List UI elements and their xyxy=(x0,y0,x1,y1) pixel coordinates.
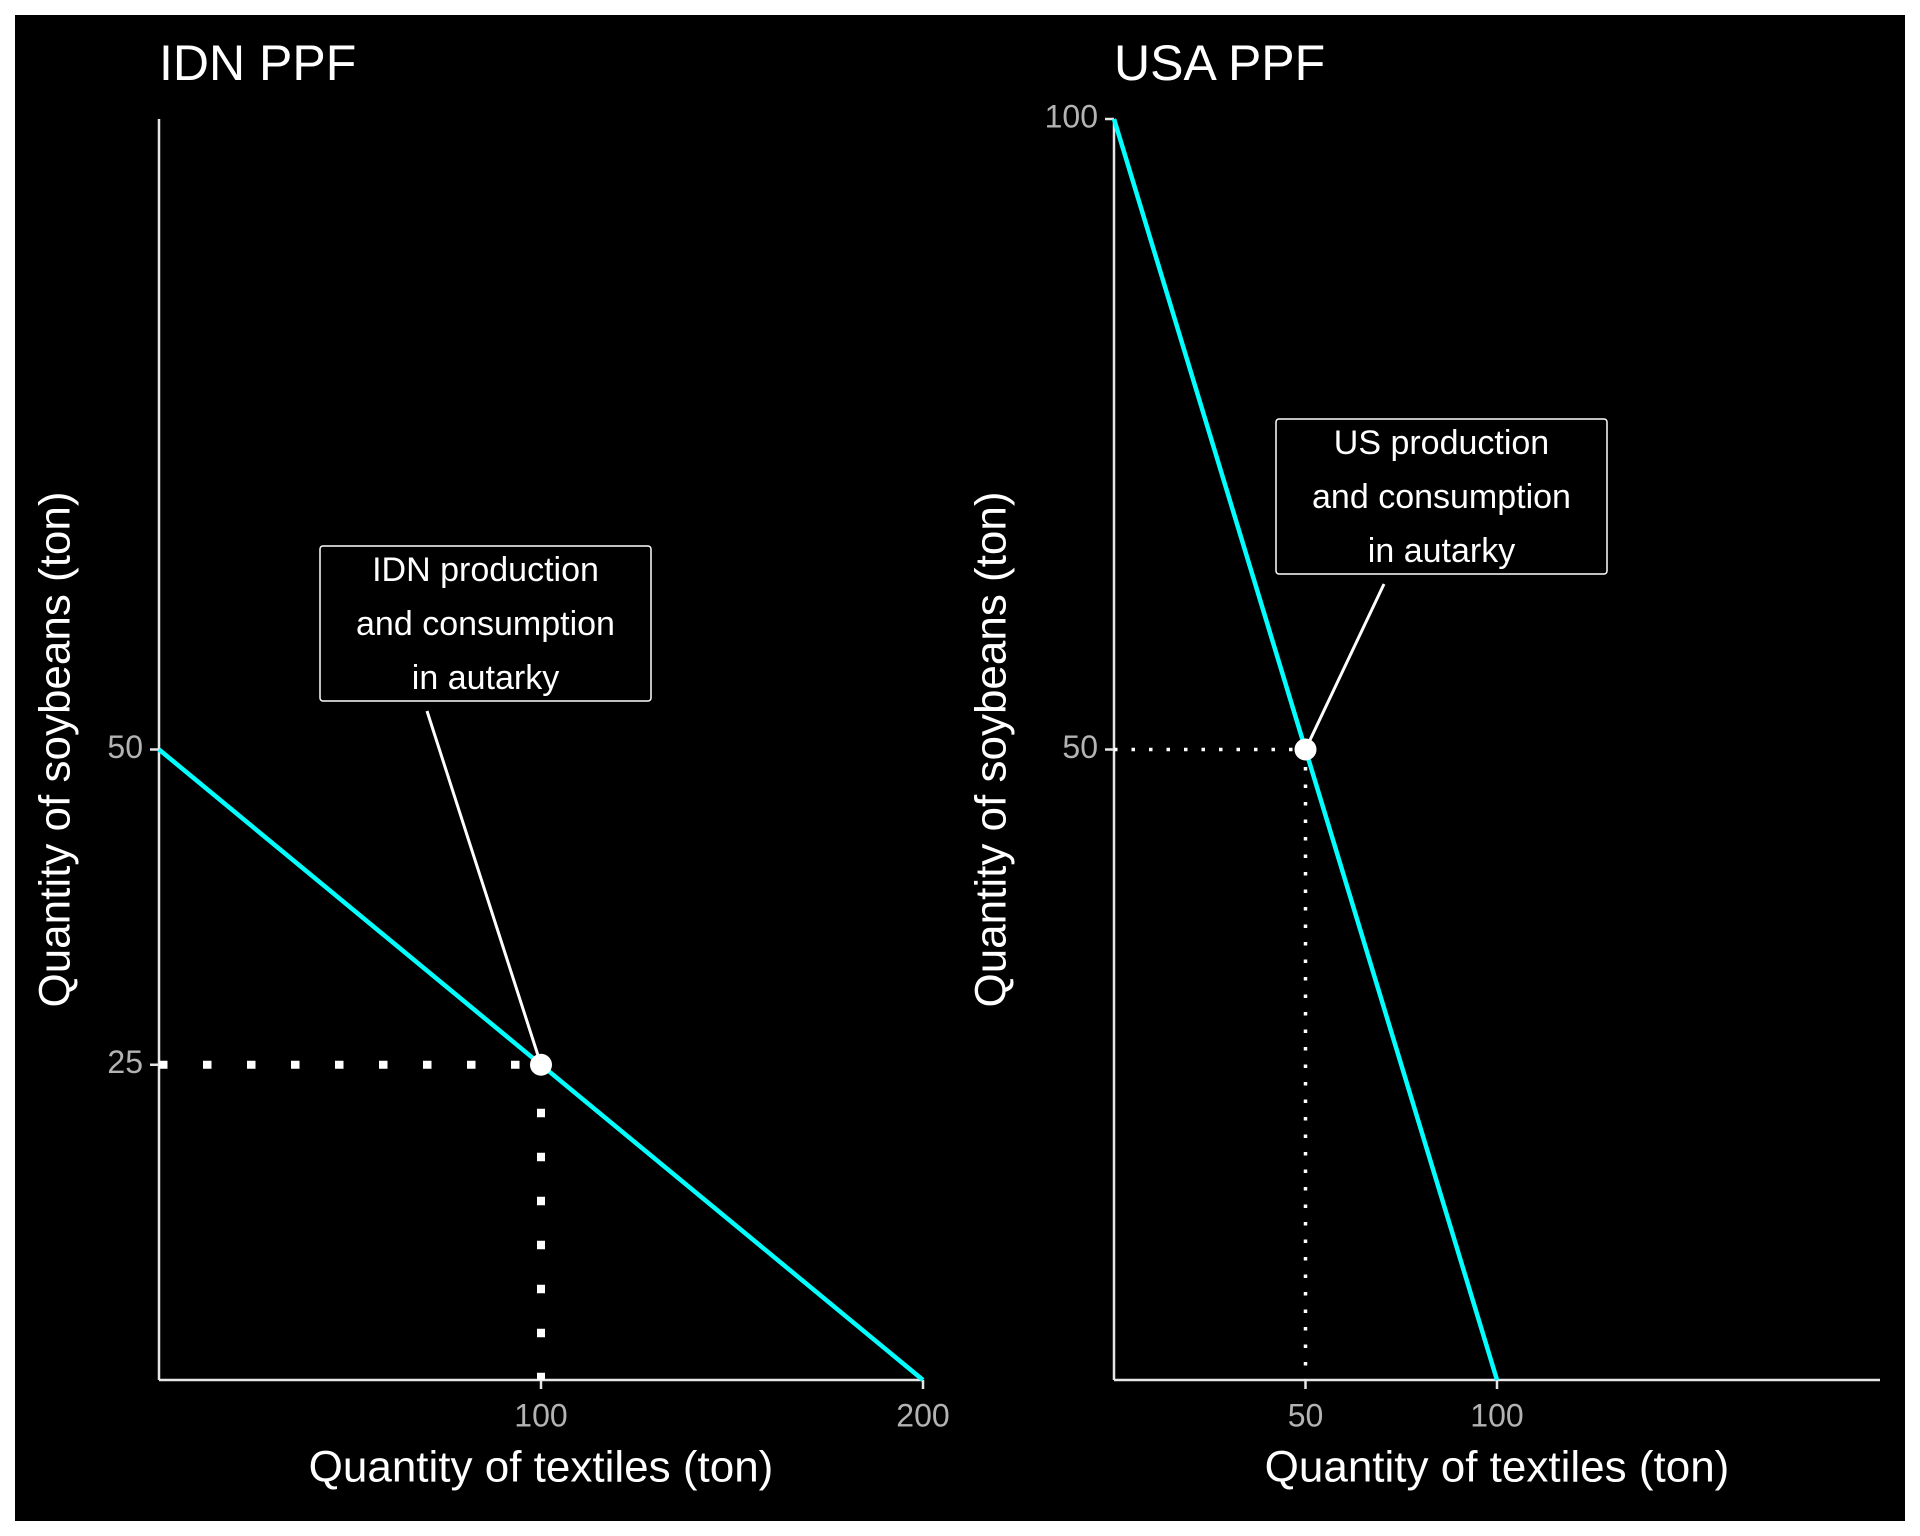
y-tick-label: 50 xyxy=(1062,729,1098,765)
background xyxy=(15,15,1905,1521)
leader-line xyxy=(425,710,543,1066)
y-axis-title: Quantity of soybeans (ton) xyxy=(31,491,80,1007)
x-axis-title: Quantity of textiles (ton) xyxy=(309,1443,774,1492)
annotation-text: in autarky xyxy=(1368,532,1515,570)
annotation-text: and consumption xyxy=(356,605,615,643)
annotation-text: and consumption xyxy=(1312,478,1571,516)
x-axis-title: Quantity of textiles (ton) xyxy=(1265,1443,1730,1492)
annotation-text: US production xyxy=(1334,424,1549,462)
x-tick-label: 100 xyxy=(514,1397,567,1433)
y-axis-title: Quantity of soybeans (ton) xyxy=(967,491,1016,1007)
autarky-point xyxy=(530,1053,552,1076)
annotation-text: IDN production xyxy=(372,551,599,589)
annotation-box xyxy=(1275,418,1608,575)
y-tick-label: 25 xyxy=(107,1044,143,1080)
x-tick-label: 50 xyxy=(1288,1397,1324,1433)
y-tick-label: 50 xyxy=(107,729,143,765)
annotation-text: in autarky xyxy=(412,659,559,697)
autarky-point xyxy=(1294,738,1317,761)
x-tick-label: 100 xyxy=(1470,1397,1523,1433)
panel-title: USA PPF xyxy=(1114,35,1325,91)
leader-line xyxy=(1304,583,1386,751)
panel-title: IDN PPF xyxy=(159,35,356,91)
annotation-box xyxy=(319,545,652,702)
y-tick-label: 100 xyxy=(1045,98,1098,134)
x-tick-label: 200 xyxy=(896,1397,949,1433)
